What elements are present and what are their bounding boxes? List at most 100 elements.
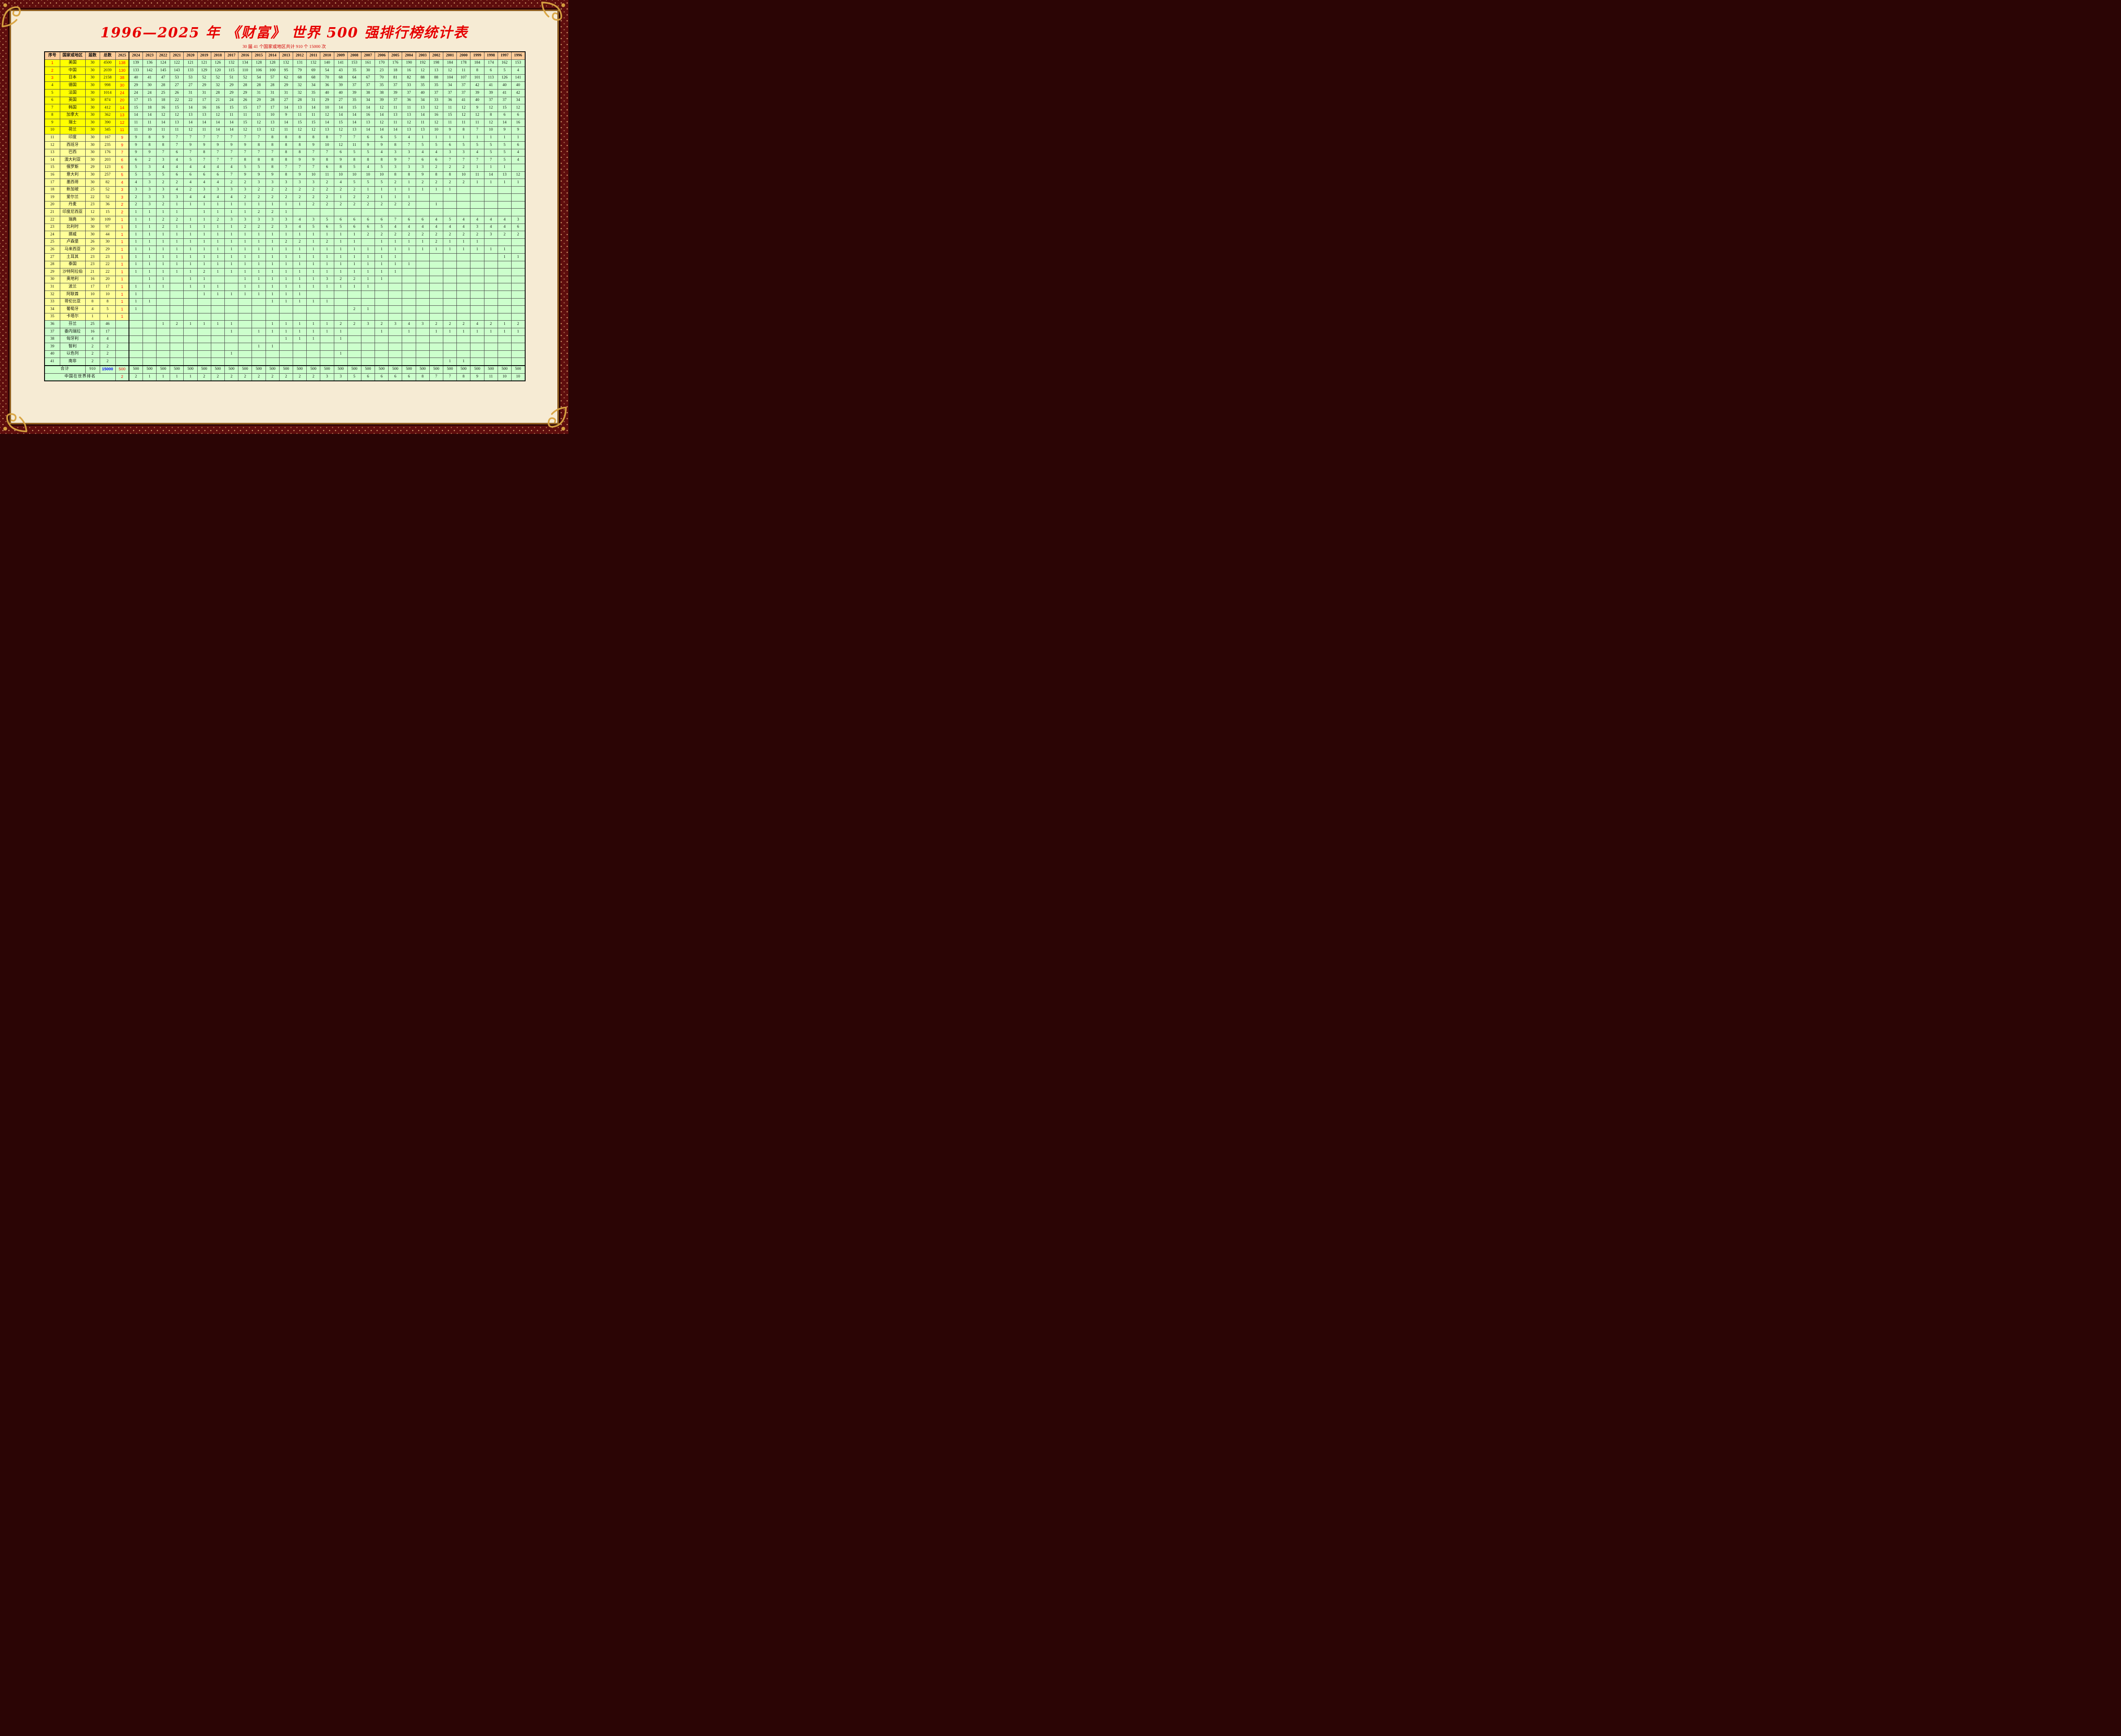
cell-2010: 2 — [320, 193, 334, 201]
cell-2006 — [375, 358, 389, 366]
year-header: 2016 — [238, 51, 252, 60]
cell-2011: 1 — [306, 327, 321, 336]
cell-2002: 2 — [429, 320, 444, 328]
cell-2007: 8 — [361, 156, 375, 164]
cell-2021: 1 — [170, 223, 184, 232]
cell-2021: 53 — [170, 74, 184, 82]
cell-2011: 10 — [306, 171, 321, 179]
cell-2003 — [415, 335, 430, 344]
cell-2007 — [361, 327, 375, 336]
cell-2018: 1 — [210, 291, 225, 299]
cell-2001 — [442, 335, 457, 344]
row-no: 35 — [44, 313, 60, 321]
cell-2018: 4 — [210, 193, 225, 201]
total-2010: 500 — [320, 365, 334, 374]
cell-2015: 1 — [252, 246, 266, 254]
row-no: 25 — [44, 238, 60, 246]
cell-1996: 3 — [511, 216, 526, 224]
cell-2020: 121 — [183, 59, 198, 67]
cell-2015 — [252, 305, 266, 313]
year-header: 2011 — [306, 51, 321, 60]
cell-2011: 35 — [306, 89, 321, 97]
cell-1999 — [470, 305, 484, 313]
cell-2011: 11 — [306, 111, 321, 120]
cell-2005 — [388, 208, 403, 217]
cell-2023: 30 — [142, 81, 157, 89]
cell-1996: 12 — [511, 171, 526, 179]
cell-2003 — [415, 358, 430, 366]
cell-2019 — [197, 335, 211, 344]
rank-2025: 2 — [115, 373, 130, 381]
cell-2001: 5 — [442, 216, 457, 224]
cell-2001: 184 — [442, 59, 457, 67]
row-editions: 30 — [85, 96, 100, 105]
cell-2006: 2 — [375, 231, 389, 239]
cell-1999: 4 — [470, 216, 484, 224]
cell-2019: 1 — [197, 231, 211, 239]
cell-2005: 1 — [388, 238, 403, 246]
cell-2006: 6 — [375, 216, 389, 224]
cell-2022: 47 — [156, 74, 171, 82]
cell-2004: 1 — [402, 246, 416, 254]
cell-2025: 13 — [115, 111, 130, 120]
cell-2011: 1 — [306, 260, 321, 269]
cell-1999: 1 — [470, 238, 484, 246]
cell-2018 — [210, 350, 225, 358]
cell-1999: 1 — [470, 179, 484, 187]
cell-2015 — [252, 313, 266, 321]
cell-2015: 2 — [252, 223, 266, 232]
cell-2013: 1 — [279, 253, 293, 261]
row-editions: 2 — [85, 358, 100, 366]
cell-1999 — [470, 268, 484, 276]
row-no: 37 — [44, 327, 60, 336]
cell-2025: 1 — [115, 246, 130, 254]
cell-2021: 1 — [170, 208, 184, 217]
cell-2018: 1 — [210, 283, 225, 291]
cell-2017 — [224, 343, 239, 351]
cell-2015: 2 — [252, 193, 266, 201]
rank-2010: 3 — [320, 373, 334, 381]
cell-2011: 34 — [306, 81, 321, 89]
row-total: 97 — [99, 223, 116, 232]
corner-ornament-icon — [3, 413, 28, 433]
cell-1997: 1 — [497, 163, 512, 172]
cell-2018 — [210, 305, 225, 313]
cell-2024 — [129, 343, 143, 351]
cell-1997: 4 — [497, 216, 512, 224]
cell-2022: 3 — [156, 193, 171, 201]
cell-2008: 14 — [347, 119, 361, 127]
cell-2008: 5 — [347, 179, 361, 187]
cell-2015: 1 — [252, 291, 266, 299]
row-country: 韩国 — [59, 104, 86, 112]
row-no: 30 — [44, 275, 60, 284]
cell-2023: 8 — [142, 134, 157, 142]
row-total: 2158 — [99, 74, 116, 82]
cell-2023: 18 — [142, 104, 157, 112]
cell-2024: 1 — [129, 216, 143, 224]
cell-2005 — [388, 343, 403, 351]
cell-2008: 2 — [347, 193, 361, 201]
cell-2022: 18 — [156, 96, 171, 105]
cell-2024: 6 — [129, 156, 143, 164]
cell-2008: 10 — [347, 171, 361, 179]
cell-1998: 5 — [484, 141, 498, 149]
row-editions: 30 — [85, 104, 100, 112]
cell-2005: 39 — [388, 89, 403, 97]
cell-2005: 8 — [388, 171, 403, 179]
row-country: 智利 — [59, 343, 86, 351]
cell-2025: 1 — [115, 231, 130, 239]
cell-2019: 4 — [197, 193, 211, 201]
cell-2003 — [415, 275, 430, 284]
row-country: 泰国 — [59, 260, 86, 269]
cell-2006: 5 — [375, 179, 389, 187]
cell-2021 — [170, 283, 184, 291]
cell-2006: 5 — [375, 163, 389, 172]
cell-2014: 8 — [265, 141, 280, 149]
cell-2005: 1 — [388, 268, 403, 276]
cell-2013 — [279, 358, 293, 366]
cell-2014: 1 — [265, 343, 280, 351]
cell-2006: 70 — [375, 74, 389, 82]
cell-2011: 9 — [306, 156, 321, 164]
cell-2009: 9 — [333, 156, 348, 164]
row-editions: 29 — [85, 163, 100, 172]
